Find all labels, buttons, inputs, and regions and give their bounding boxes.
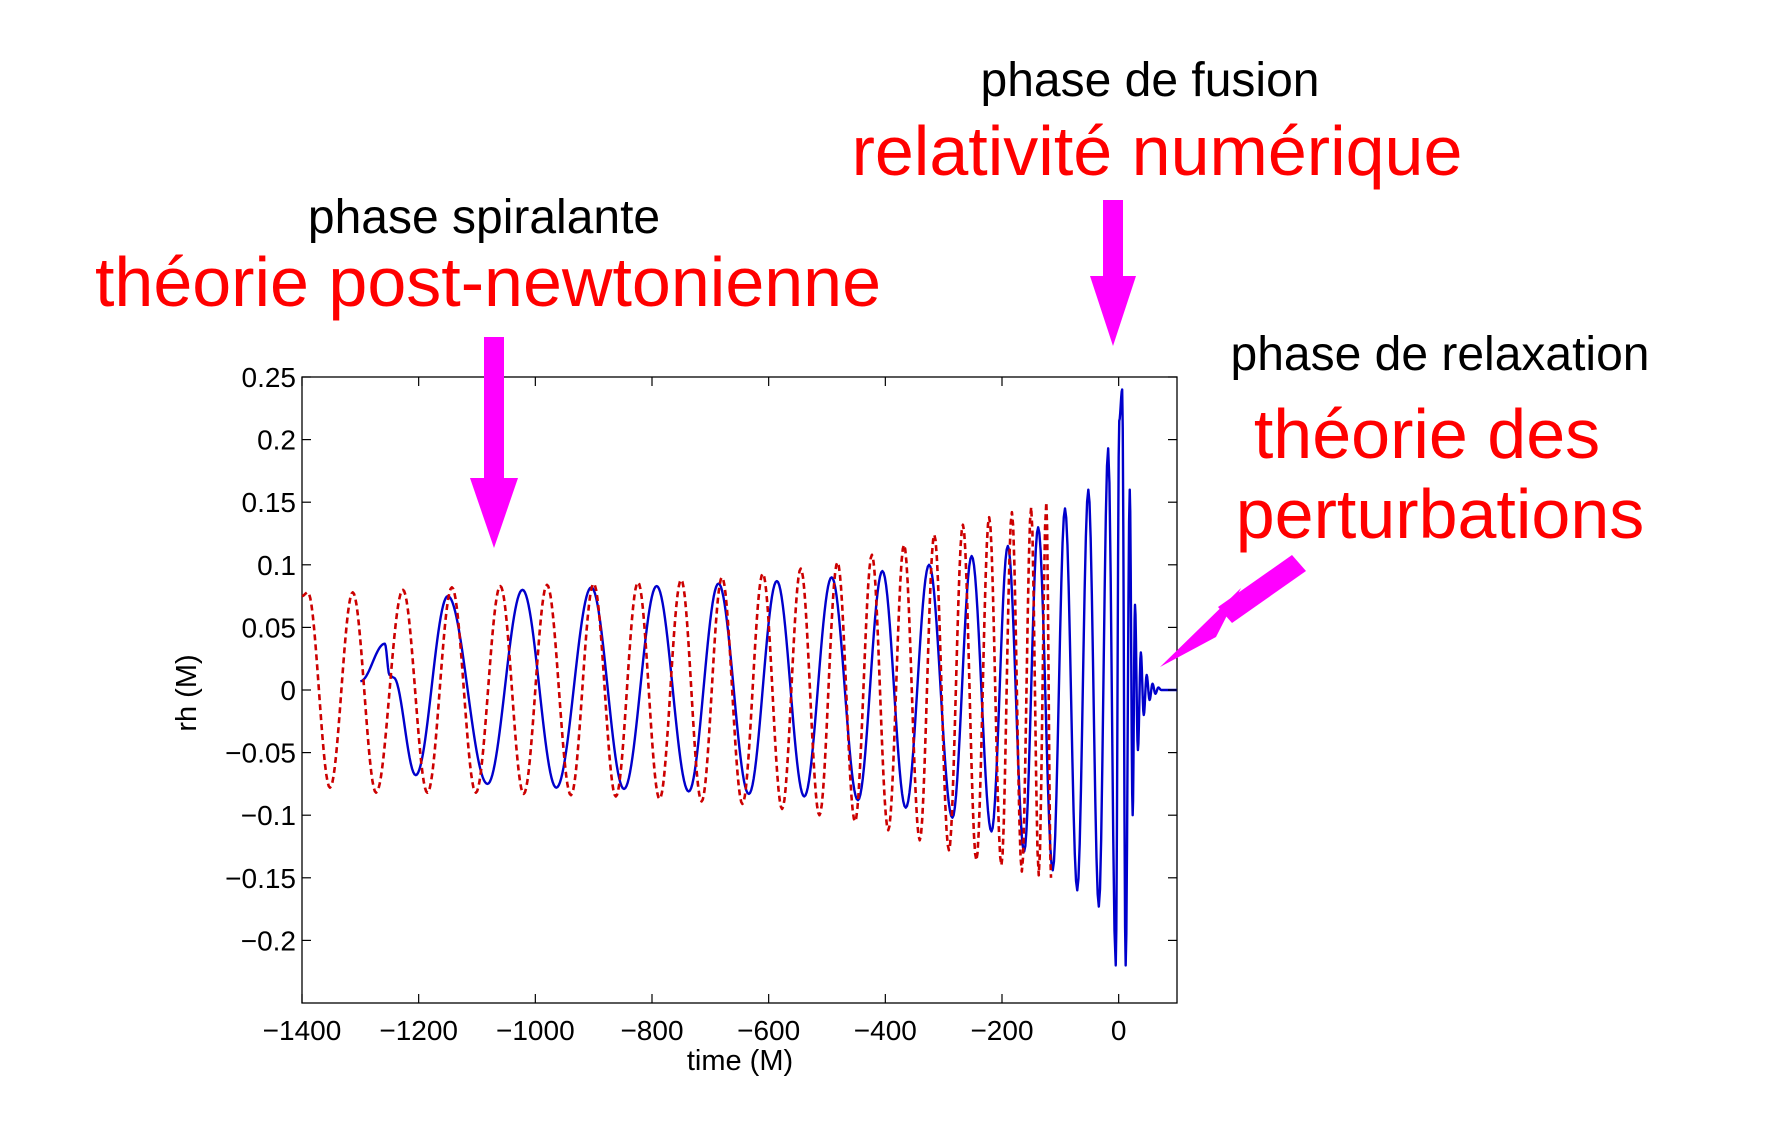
- x-axis-title: time (M): [687, 1045, 793, 1077]
- y-tick-label: 0.05: [242, 612, 297, 643]
- y-tick-label: 0.2: [257, 425, 296, 456]
- series-solid-line: [360, 388, 1177, 967]
- annotation-ringdown-theory-line-2: perturbations: [1236, 475, 1645, 553]
- y-tick-label: −0.2: [241, 925, 296, 956]
- y-tick-label: 0.1: [257, 550, 296, 581]
- y-tick-label: 0.15: [242, 487, 297, 518]
- x-tick-label: −600: [737, 1015, 800, 1046]
- x-tick-label: −1200: [379, 1015, 458, 1046]
- x-tick-label: −800: [620, 1015, 683, 1046]
- y-tick-label: 0: [280, 675, 296, 706]
- plot-area: [301, 376, 1178, 1004]
- x-tick-label: 0: [1111, 1015, 1127, 1046]
- x-tick-label: −1000: [496, 1015, 575, 1046]
- x-tick-label: −200: [970, 1015, 1033, 1046]
- annotation-merger-theory: relativité numérique: [852, 112, 1463, 190]
- y-tick-label: −0.05: [225, 738, 296, 769]
- y-tick-label: 0.25: [242, 362, 297, 393]
- tick-marks: [301, 376, 1177, 1003]
- y-tick-label: −0.1: [241, 800, 296, 831]
- series-dashed-line: [301, 500, 1053, 878]
- arrow-merger: [1090, 200, 1136, 346]
- x-tick-label: −1400: [263, 1015, 342, 1046]
- arrow-ringdown: [1160, 555, 1306, 667]
- x-tick-labels: −1400 −1200 −1000 −800 −600 −400 −200 0: [263, 1015, 1127, 1046]
- y-tick-label: −0.15: [225, 863, 296, 894]
- y-tick-labels: 0.25 0.2 0.15 0.1 0.05 0 −0.05 −0.1 −0.15 −0.2: [225, 362, 296, 956]
- annotation-inspiral-theory: théorie post-newtonienne: [95, 243, 881, 321]
- annotation-merger-phase: phase de fusion: [981, 54, 1320, 107]
- x-tick-label: −400: [854, 1015, 917, 1046]
- annotation-ringdown-phase: phase de relaxation: [1231, 328, 1650, 381]
- arrow-inspiral: [470, 337, 518, 548]
- annotation-ringdown-theory-line-1: théorie des: [1254, 395, 1600, 473]
- y-axis-title: rh (M): [171, 654, 203, 731]
- annotation-inspiral-phase: phase spiralante: [308, 191, 660, 244]
